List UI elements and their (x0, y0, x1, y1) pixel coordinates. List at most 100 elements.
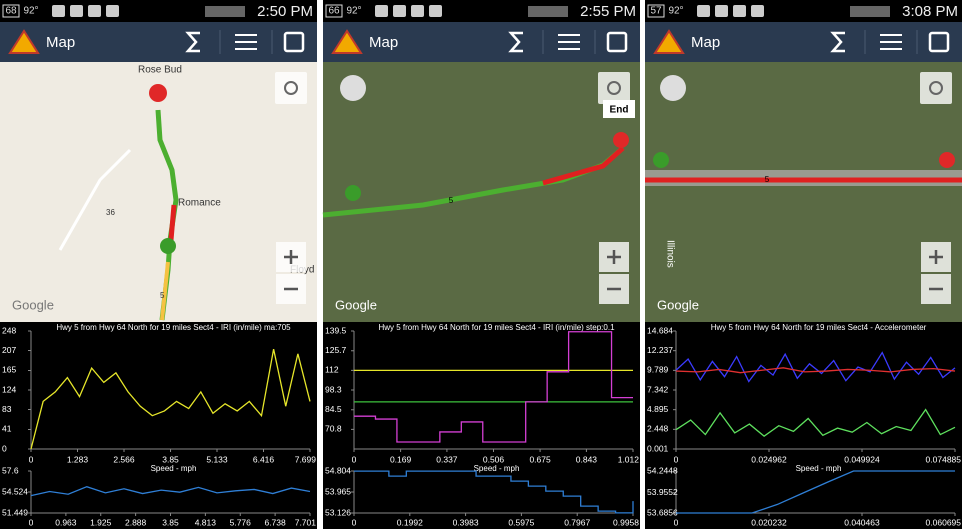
x-tick-label: 0.963 (55, 517, 77, 527)
y-tick-label: 84.5 (325, 404, 342, 414)
sum-button[interactable] (508, 31, 523, 53)
compass[interactable] (340, 75, 366, 101)
x-tick-label: 1.925 (90, 517, 112, 527)
y-tick-label: 54.2448 (647, 465, 678, 475)
app-title: Map (691, 34, 720, 51)
app-bar (645, 22, 962, 62)
zoom-glyph (607, 250, 621, 291)
status-icon (70, 5, 83, 17)
y-tick-label: 12.237 (647, 345, 673, 355)
y-tick-label: 165 (2, 365, 16, 375)
pin-red (149, 84, 167, 102)
badge (647, 4, 665, 18)
x-tick-label: 0 (29, 517, 34, 527)
x-tick-label: 7.701 (295, 517, 317, 527)
callout (603, 100, 635, 118)
chart-area (0, 322, 317, 529)
signal-icon (205, 6, 245, 17)
map-label: 36 (106, 208, 115, 217)
y-tick-label: 4.895 (647, 404, 669, 414)
locate-button[interactable] (598, 72, 630, 104)
status-text: 92° (346, 6, 361, 17)
map-label: 5 (160, 291, 165, 300)
badge (2, 4, 20, 18)
road (58, 148, 132, 251)
app-title: Map (369, 34, 398, 51)
status-icon (697, 5, 710, 17)
chart-title: Speed - mph (796, 464, 842, 473)
app-logo (8, 29, 40, 54)
pin-red (613, 132, 629, 148)
y-tick-label: 7.342 (647, 384, 669, 394)
map-watermark: Google (335, 297, 377, 312)
x-tick-label: 0.506 (483, 454, 505, 464)
status-icon (88, 5, 101, 17)
status-icon (751, 5, 764, 17)
badge (325, 4, 343, 18)
zoom-glyph (929, 250, 943, 291)
pin-green (653, 152, 669, 168)
pin-green (345, 185, 361, 201)
status-icon (715, 5, 728, 17)
y-tick-label: 70.8 (325, 424, 342, 434)
status-icon (733, 5, 746, 17)
y-tick-label: 54.804 (325, 465, 351, 475)
sum-button[interactable] (185, 31, 200, 53)
chart-title: Speed - mph (151, 464, 197, 473)
map (645, 62, 962, 322)
zoom-glyph (284, 250, 298, 291)
locate-button[interactable] (920, 72, 952, 104)
x-tick-label: 6.416 (253, 454, 275, 464)
signal-icon (528, 6, 568, 17)
y-tick-label: 125.7 (325, 345, 347, 355)
status-text: 66 (328, 6, 340, 17)
data-line (354, 331, 633, 443)
x-tick-label: 1.012 (618, 454, 640, 464)
x-tick-label: 0.5975 (508, 517, 534, 527)
y-tick-label: 112 (325, 365, 339, 375)
status-time: 3:08 PM (902, 3, 958, 20)
x-tick-label: 1.283 (67, 454, 89, 464)
data-line (676, 470, 955, 514)
x-tick-label: 0.9958 (613, 517, 639, 527)
map-watermark: Google (12, 297, 54, 312)
compass[interactable] (660, 75, 686, 101)
locate-button[interactable] (275, 72, 307, 104)
x-tick-label: 0.049924 (844, 454, 880, 464)
save-button[interactable] (928, 31, 950, 53)
y-tick-label: 41 (2, 424, 12, 434)
data-line (675, 367, 956, 374)
y-tick-label: 207 (2, 345, 16, 355)
app-title: Map (46, 34, 75, 51)
status-icon (393, 5, 406, 17)
app-logo (653, 29, 685, 54)
y-tick-label: 14.684 (647, 325, 673, 335)
status-text: 68 (5, 6, 17, 17)
status-time: 2:55 PM (580, 3, 636, 20)
route-red (542, 146, 625, 186)
map-watermark: Google (657, 297, 699, 312)
map-label: End (610, 105, 629, 116)
x-tick-label: 0.1992 (397, 517, 423, 527)
x-tick-label: 0.074885 (926, 454, 962, 464)
x-tick-label: 0.7967 (564, 517, 590, 527)
status-time: 2:50 PM (257, 3, 313, 20)
x-tick-label: 0.675 (529, 454, 551, 464)
save-button[interactable] (606, 31, 628, 53)
signal-icon (850, 6, 890, 17)
y-tick-label: 139.5 (325, 325, 347, 335)
chart-area (645, 322, 962, 529)
map-label: Illinois (664, 240, 675, 268)
x-tick-label: 0.024962 (751, 454, 787, 464)
x-tick-label: 3.85 (162, 517, 179, 527)
save-button[interactable] (283, 31, 305, 53)
x-tick-label: 0.020232 (751, 517, 787, 527)
sum-button[interactable] (830, 31, 845, 53)
x-tick-label: 2.566 (113, 454, 135, 464)
status-icon (429, 5, 442, 17)
app-bar (0, 22, 317, 62)
x-tick-label: 7.699 (295, 454, 317, 464)
map-label: Romance (178, 198, 221, 209)
data-line (30, 486, 311, 497)
